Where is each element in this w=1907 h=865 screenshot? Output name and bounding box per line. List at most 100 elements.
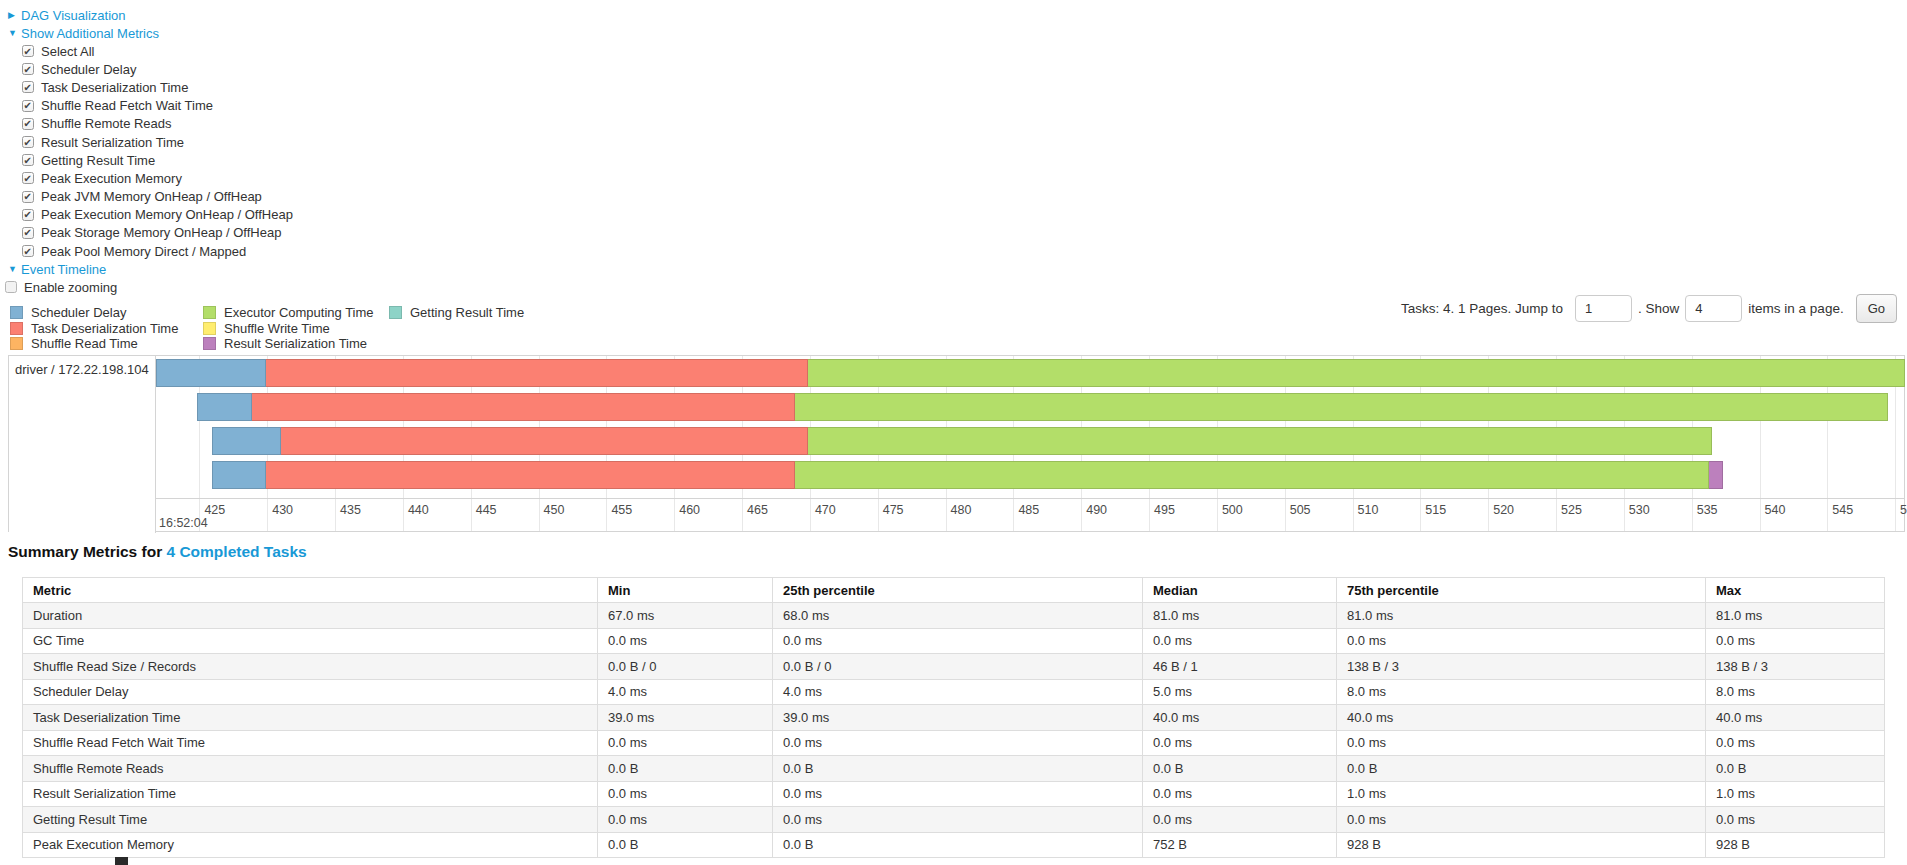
metric-checkbox[interactable] (22, 45, 34, 57)
metric-value-cell: 40.0 ms (1337, 705, 1706, 731)
metric-checkbox[interactable] (22, 172, 34, 184)
metric-checkbox-label: Peak JVM Memory OnHeap / OffHeap (41, 189, 262, 204)
metric-checkbox-label: Getting Result Time (41, 153, 155, 168)
metric-checkbox-row: Getting Result Time (22, 151, 293, 169)
axis-tick-label: 460 (679, 503, 700, 517)
metric-value-cell: 0.0 ms (1706, 807, 1885, 833)
metric-checkbox-label: Result Serialization Time (41, 135, 184, 150)
jump-to-page-input[interactable] (1575, 295, 1632, 322)
metric-checkbox-row: Result Serialization Time (22, 133, 293, 151)
chevron-down-icon: ▼ (8, 264, 16, 274)
task-segment-scheduler-delay (156, 359, 266, 387)
table-row: Duration67.0 ms68.0 ms81.0 ms81.0 ms81.0… (23, 603, 1885, 629)
metric-value-cell: 0.0 ms (773, 730, 1143, 756)
table-row: GC Time0.0 ms0.0 ms0.0 ms0.0 ms0.0 ms (23, 628, 1885, 654)
metric-checkbox[interactable] (22, 245, 34, 257)
legend-swatch-icon (203, 306, 216, 319)
metric-checkbox[interactable] (22, 100, 34, 112)
summary-metrics-title: Summary Metrics for 4 Completed Tasks (8, 543, 307, 561)
table-row: Shuffle Remote Reads0.0 B0.0 B0.0 B0.0 B… (23, 756, 1885, 782)
task-segment-scheduler-delay (212, 461, 266, 489)
task-bar[interactable] (212, 427, 1712, 455)
enable-zooming-label: Enable zooming (24, 280, 117, 295)
metric-value-cell: 1.0 ms (1337, 781, 1706, 807)
task-segment-executor-computing (808, 359, 1904, 387)
metric-checkbox[interactable] (22, 136, 34, 148)
metric-checkbox[interactable] (22, 227, 34, 239)
legend-item: Result Serialization Time (203, 336, 389, 352)
axis-tick-label: 515 (1425, 503, 1446, 517)
task-bar[interactable] (156, 359, 1905, 387)
axis-tick-label: 495 (1154, 503, 1175, 517)
event-timeline-toggle[interactable]: ▼ Event Timeline (8, 260, 293, 278)
metric-checkbox-row: Shuffle Read Fetch Wait Time (22, 97, 293, 115)
legend-column: Scheduler DelayTask Deserialization Time… (10, 305, 203, 352)
legend-swatch-icon (389, 306, 402, 319)
axis-tick-label: 435 (340, 503, 361, 517)
metric-checkbox[interactable] (22, 118, 34, 130)
metric-checkbox-row: Peak Storage Memory OnHeap / OffHeap (22, 224, 293, 242)
metric-checkbox[interactable] (22, 81, 34, 93)
pagination-mid: . Show (1638, 301, 1679, 316)
metric-value-cell: 0.0 ms (1143, 807, 1337, 833)
legend-item: Task Deserialization Time (10, 321, 203, 337)
summary-title-prefix: Summary Metrics for (8, 543, 167, 560)
metric-name-cell: Scheduler Delay (23, 679, 598, 705)
go-button[interactable]: Go (1856, 294, 1897, 323)
axis-tick-label: 480 (951, 503, 972, 517)
legend-item: Getting Result Time (389, 305, 524, 321)
axis-time-of-day-label: 16:52:04 (159, 516, 208, 530)
items-per-page-input[interactable] (1685, 295, 1742, 322)
axis-tick-label: 530 (1629, 503, 1650, 517)
axis-tick-label: 545 (1832, 503, 1853, 517)
task-segment-result-serialization (1709, 461, 1723, 489)
metric-checkbox-row: Scheduler Delay (22, 60, 293, 78)
metric-value-cell: 0.0 B (1143, 756, 1337, 782)
dag-visualization-label: DAG Visualization (21, 8, 126, 23)
metric-name-cell: Shuffle Read Size / Records (23, 654, 598, 680)
metric-checkbox[interactable] (22, 154, 34, 166)
task-segment-scheduler-delay (197, 393, 253, 421)
metric-value-cell: 138 B / 3 (1337, 654, 1706, 680)
executor-label: driver / 172.22.198.104 (9, 356, 155, 377)
metric-value-cell: 0.0 ms (773, 628, 1143, 654)
metric-checkbox-label: Select All (41, 44, 94, 59)
metric-checkbox-row: Peak Pool Memory Direct / Mapped (22, 242, 293, 260)
dag-visualization-toggle[interactable]: ▶ DAG Visualization (8, 6, 293, 24)
metric-value-cell: 0.0 ms (598, 730, 773, 756)
metric-value-cell: 0.0 ms (1337, 628, 1706, 654)
metric-value-cell: 0.0 ms (598, 781, 773, 807)
metric-checkbox-label: Peak Storage Memory OnHeap / OffHeap (41, 225, 281, 240)
metric-name-cell: Duration (23, 603, 598, 629)
stage-controls: ▶ DAG Visualization ▼ Show Additional Me… (8, 6, 293, 296)
metric-value-cell: 0.0 ms (598, 807, 773, 833)
show-additional-metrics-toggle[interactable]: ▼ Show Additional Metrics (8, 24, 293, 42)
metric-checkbox[interactable] (22, 209, 34, 221)
legend-item: Scheduler Delay (10, 305, 203, 321)
axis-tick-label: 450 (544, 503, 565, 517)
axis-tick-label: 425 (204, 503, 225, 517)
pagination-suffix: items in a page. (1748, 301, 1843, 316)
task-bar[interactable] (197, 393, 1889, 421)
metric-value-cell: 0.0 B (598, 832, 773, 858)
axis-separator (9, 498, 1904, 499)
metric-name-cell: Shuffle Remote Reads (23, 756, 598, 782)
legend-column: Getting Result Time (389, 305, 524, 352)
metric-value-cell: 0.0 ms (1143, 781, 1337, 807)
task-segment-scheduler-delay (212, 427, 281, 455)
metric-value-cell: 0.0 B (598, 756, 773, 782)
metric-checkbox[interactable] (22, 63, 34, 75)
metric-checkbox[interactable] (22, 191, 34, 203)
task-bar[interactable] (212, 461, 1723, 489)
legend-label: Getting Result Time (410, 305, 524, 320)
legend-label: Scheduler Delay (31, 305, 126, 320)
metric-checkbox-label: Scheduler Delay (41, 62, 136, 77)
legend-item: Executor Computing Time (203, 305, 389, 321)
metric-value-cell: 928 B (1706, 832, 1885, 858)
axis-tick-label: 520 (1493, 503, 1514, 517)
completed-tasks-link[interactable]: 4 Completed Tasks (167, 543, 307, 560)
metric-value-cell: 0.0 ms (773, 807, 1143, 833)
enable-zooming-checkbox[interactable] (5, 281, 17, 293)
axis-tick-label: 485 (1018, 503, 1039, 517)
metric-name-cell: Task Deserialization Time (23, 705, 598, 731)
